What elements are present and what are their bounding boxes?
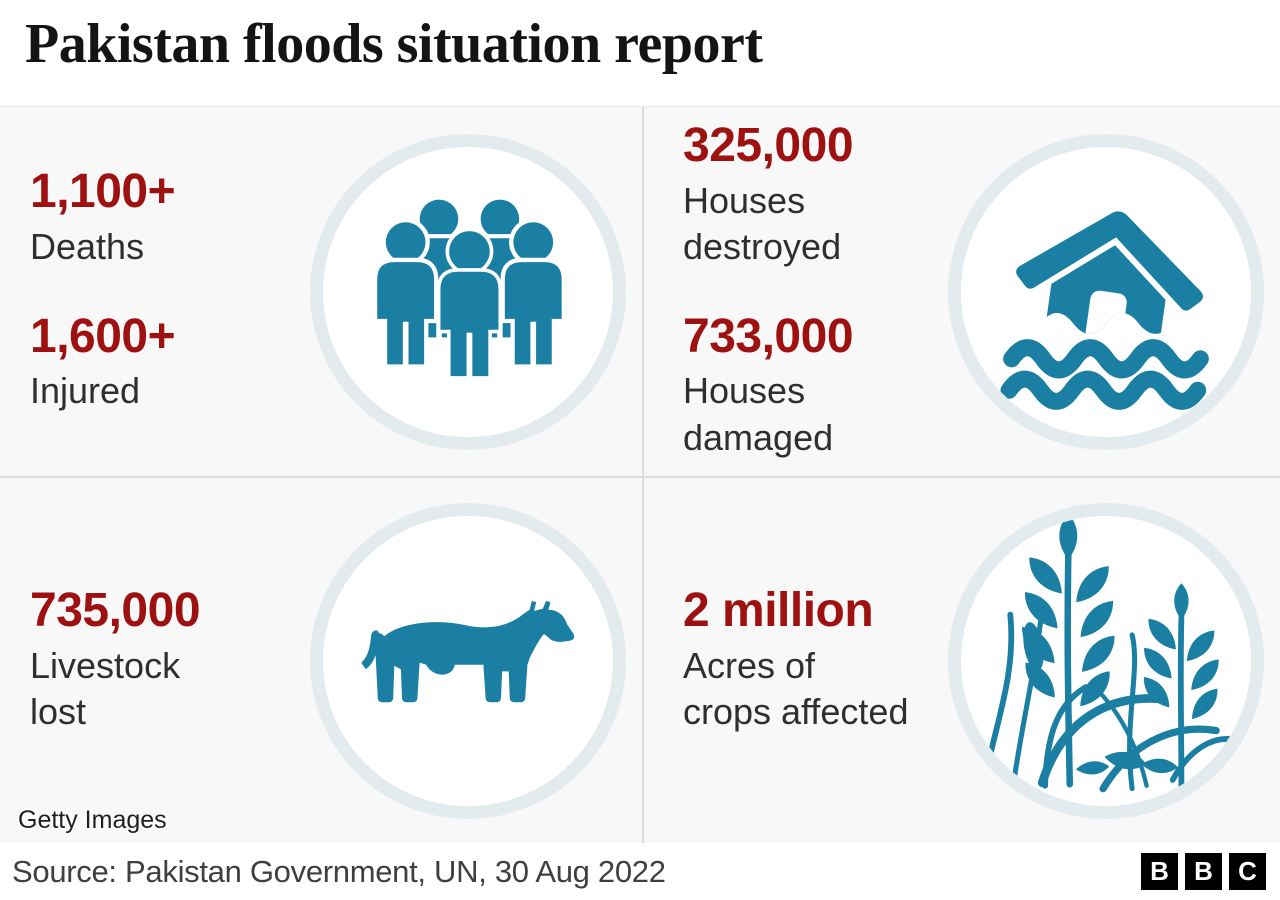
deaths-value: 1,100+ (30, 165, 176, 219)
crops-stats: 2 million Acres of crops affected (683, 583, 909, 735)
bbc-logo-block-c: C (1229, 853, 1266, 890)
image-credit: Getty Images (18, 806, 167, 834)
casualties-stats: 1,100+ Deaths 1,600+ Injured (30, 165, 176, 415)
stat-houses-damaged: 733,000 Houses damaged (683, 309, 854, 461)
housing-stats: 325,000 Houses destroyed 733,000 Houses … (683, 119, 854, 461)
stat-crops: 2 million Acres of crops affected (683, 583, 909, 735)
bbc-logo-block-b1: B (1141, 853, 1178, 890)
houses-destroyed-value: 325,000 (683, 119, 854, 173)
page-title: Pakistan floods situation report (25, 13, 763, 75)
source-text: Source: Pakistan Government, UN, 30 Aug … (12, 853, 666, 889)
header: Pakistan floods situation report (0, 0, 1280, 106)
wheat-crops-icon (948, 503, 1264, 819)
crops-label: Acres of crops affected (683, 644, 909, 732)
livestock-value: 735,000 (30, 583, 201, 637)
stat-deaths: 1,100+ Deaths (30, 165, 176, 270)
livestock-stats: 735,000 Livestock lost (30, 583, 201, 735)
crops-value: 2 million (683, 583, 874, 637)
houses-damaged-label: Houses damaged (683, 370, 834, 458)
cow-icon (310, 503, 626, 819)
deaths-label: Deaths (30, 226, 145, 268)
flooded-house-icon (948, 133, 1264, 450)
footer: Source: Pakistan Government, UN, 30 Aug … (0, 843, 1280, 900)
people-group-icon (310, 133, 626, 450)
panel-casualties: 1,100+ Deaths 1,600+ Injured (0, 107, 644, 478)
injured-label: Injured (30, 370, 141, 412)
houses-damaged-value: 733,000 (683, 309, 854, 363)
livestock-label: Livestock lost (30, 644, 181, 732)
panel-crops: 2 million Acres of crops affected (644, 478, 1280, 844)
bbc-logo: B B C (1141, 853, 1266, 890)
houses-destroyed-label: Houses destroyed (683, 180, 842, 268)
bbc-logo-block-b2: B (1185, 853, 1222, 890)
panel-livestock: 735,000 Livestock lost Getty Images (0, 478, 644, 844)
panel-housing: 325,000 Houses destroyed 733,000 Houses … (644, 107, 1280, 478)
stat-injured: 1,600+ Injured (30, 309, 176, 415)
injured-value: 1,600+ (30, 309, 176, 363)
stat-houses-destroyed: 325,000 Houses destroyed (683, 119, 854, 270)
stats-grid: 1,100+ Deaths 1,600+ Injured (0, 106, 1280, 844)
stat-livestock: 735,000 Livestock lost (30, 583, 201, 735)
